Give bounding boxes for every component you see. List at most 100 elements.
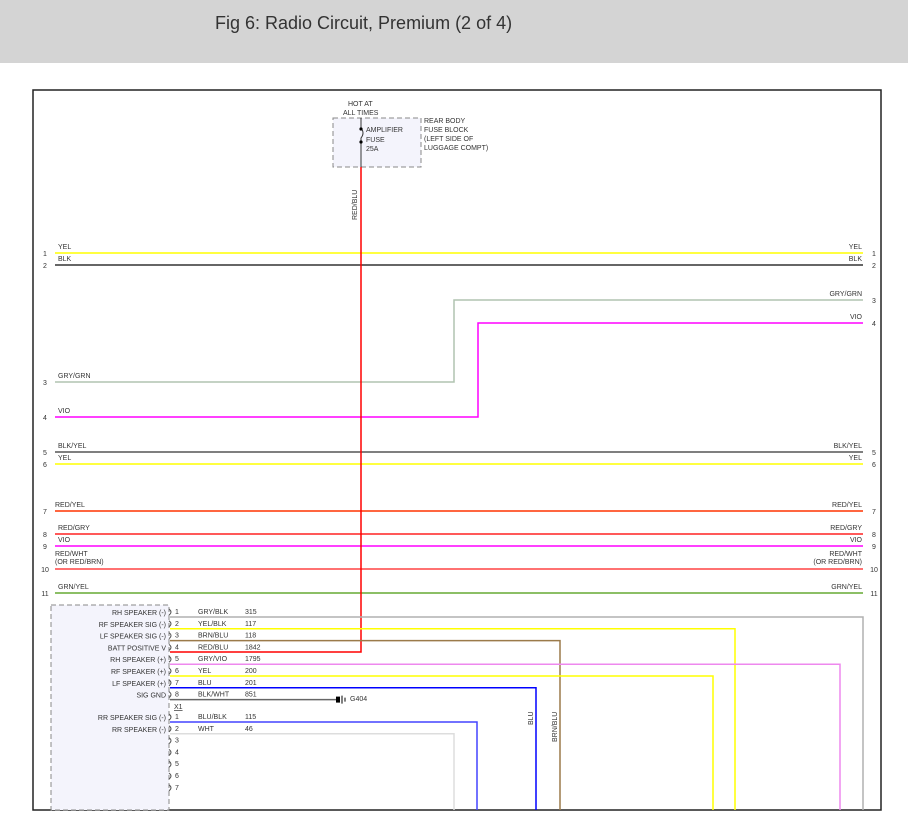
wire-color-code: GRY/BLK	[198, 609, 229, 616]
pin-function: RR SPEAKER (-)	[112, 727, 166, 734]
pin-left: 6	[43, 462, 47, 469]
circuit-number: 201	[245, 680, 257, 687]
pin-right: 10	[870, 567, 878, 574]
pin-function: LF SPEAKER (+)	[112, 681, 166, 688]
wire-color-code: BLU	[198, 680, 212, 687]
pin-function: LF SPEAKER SIG (-)	[100, 634, 166, 641]
pin-number: 4	[175, 644, 179, 651]
pin-number: 2	[175, 726, 179, 733]
wire-label-right-2: (OR RED/BRN)	[813, 559, 862, 566]
pin-left: 1	[43, 251, 47, 258]
pin-right: 4	[872, 321, 876, 328]
pin-function: RR SPEAKER SIG (-)	[98, 715, 166, 722]
wire-label-right: BLK	[849, 256, 863, 263]
pin-right: 2	[872, 263, 876, 270]
fuse-wire-label: RED/BLU	[352, 190, 359, 220]
wire-label-left: GRN/YEL	[58, 584, 89, 591]
wire-label-right: YEL	[849, 244, 862, 251]
pin-number: 4	[175, 749, 179, 756]
ground-label: G404	[350, 696, 367, 703]
wire-label-left: BLK	[58, 256, 72, 263]
wire-color-code: BLU/BLK	[198, 714, 227, 721]
fuse-name: AMPLIFIER	[366, 127, 403, 134]
wire-label-left: RED/WHT	[55, 551, 88, 558]
pin-right: 3	[872, 298, 876, 305]
pin-number: 3	[175, 738, 179, 745]
pin-terminal-icon	[168, 772, 172, 780]
wire-label-right: VIO	[850, 314, 863, 321]
pin-right: 5	[872, 450, 876, 457]
pin-right: 1	[872, 251, 876, 258]
speaker-wire-1795	[170, 663, 841, 810]
wire-label-left-2: (OR RED/BRN)	[55, 559, 104, 566]
pin-terminal-icon	[168, 691, 172, 698]
wire-label-left: RED/YEL	[55, 502, 85, 509]
circuit-number: 315	[245, 609, 257, 616]
pin-function: RH SPEAKER (+)	[110, 657, 166, 664]
wire-label-left: VIO	[58, 537, 71, 544]
pin-right: 7	[872, 509, 876, 516]
pin-terminal-icon	[168, 608, 172, 616]
pin-terminal-icon	[168, 760, 172, 768]
pin-terminal-icon	[168, 784, 172, 792]
speaker-wire-117	[170, 628, 736, 810]
pin-right: 8	[872, 532, 876, 539]
pin-function: BATT POSITIVE V	[108, 645, 166, 652]
header-bar: Fig 6: Radio Circuit, Premium (2 of 4)	[0, 0, 908, 63]
circuit-number: 851	[245, 692, 257, 699]
pin-terminal-icon	[168, 725, 172, 733]
fuse-block-label: REAR BODY	[424, 118, 466, 125]
blu-vertical-label: BLU	[528, 711, 535, 725]
pin-left: 4	[43, 415, 47, 422]
pin-left: 3	[43, 380, 47, 387]
pin-number: 3	[175, 633, 179, 640]
fuse-feed-wire	[170, 167, 362, 653]
speaker-wire-201	[170, 687, 537, 810]
pin-terminal-icon	[168, 632, 172, 639]
pin-number: 5	[175, 656, 179, 663]
pin-terminal-icon	[168, 679, 172, 687]
hot-label: HOT AT	[348, 101, 373, 108]
pin-terminal-icon	[168, 655, 172, 663]
speaker-wire-315	[170, 616, 864, 810]
fuse-block-label: (LEFT SIDE OF	[424, 136, 473, 143]
pin-terminal-icon	[168, 667, 172, 675]
wire-color-code: BLK/WHT	[198, 692, 230, 699]
diagram-frame	[32, 89, 882, 811]
wire-color-code: RED/BLU	[198, 644, 228, 651]
wire-label-left: RED/GRY	[58, 525, 90, 532]
ground-symbol	[341, 695, 346, 704]
pin-left: 2	[43, 263, 47, 270]
wire-label-right: BLK/YEL	[834, 443, 863, 450]
pin-right: 6	[872, 462, 876, 469]
fuse-block-label: LUGGAGE COMPT)	[424, 145, 488, 152]
wire-label-left: GRY/GRN	[58, 373, 91, 380]
circuit-number: 200	[245, 668, 257, 675]
ground-icon	[336, 696, 340, 703]
wire-color-code: YEL/BLK	[198, 621, 227, 628]
wire-label-left: YEL	[58, 455, 71, 462]
pin-number: 7	[175, 680, 179, 687]
amplifier-connector-box	[50, 604, 170, 811]
pin-function: RF SPEAKER (+)	[111, 669, 166, 676]
circuit-number: 1842	[245, 644, 261, 651]
speaker-wire-46	[170, 733, 455, 810]
wire-color-code: YEL	[198, 668, 211, 675]
pin-left: 5	[43, 450, 47, 457]
brn-blu-vertical-label: BRN/BLU	[552, 712, 559, 742]
circuit-number: 118	[245, 633, 256, 640]
wire-label-right: VIO	[850, 537, 863, 544]
wire-label-right: RED/GRY	[830, 525, 862, 532]
pin-left: 7	[43, 509, 47, 516]
pin-left: 8	[43, 532, 47, 539]
wire-label-right: GRN/YEL	[831, 584, 862, 591]
wire-color-code: BRN/BLU	[198, 633, 228, 640]
fuse-rating: 25A	[366, 146, 379, 153]
circuit-number: 46	[245, 726, 253, 733]
page-title: Fig 6: Radio Circuit, Premium (2 of 4)	[215, 13, 513, 33]
pin-function: RF SPEAKER SIG (-)	[99, 622, 166, 629]
pin-number: 8	[175, 692, 179, 699]
pin-number: 6	[175, 668, 179, 675]
fuse-name-2: FUSE	[366, 137, 385, 144]
